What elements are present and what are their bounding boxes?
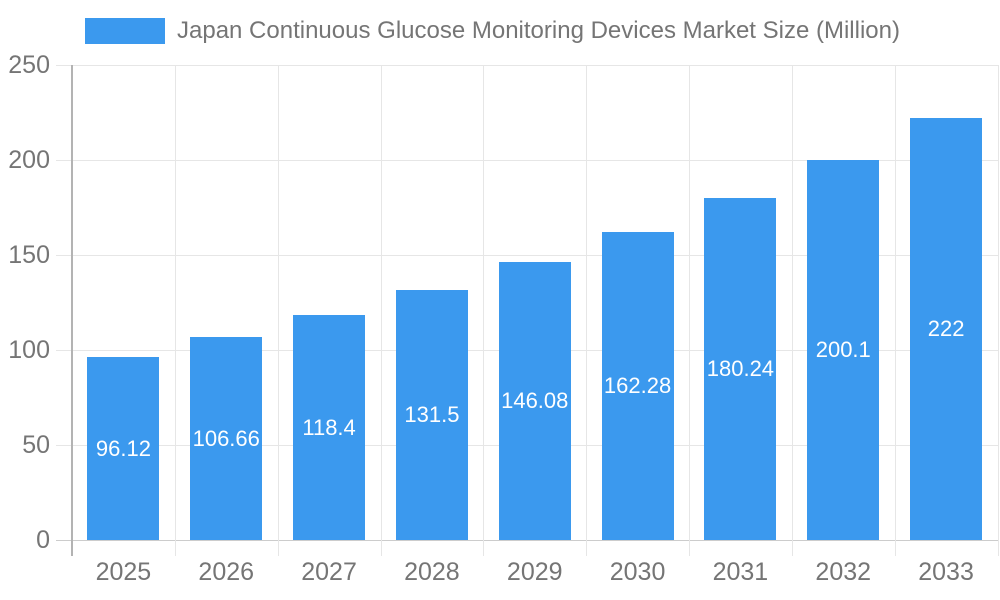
- bar[interactable]: 106.66: [190, 337, 263, 540]
- x-axis-tick-label: 2031: [712, 558, 769, 586]
- gridline-horizontal: [56, 65, 998, 66]
- x-axis-tick-label: 2028: [404, 558, 460, 586]
- gridline-vertical: [894, 65, 896, 556]
- gridline-vertical: [997, 65, 999, 556]
- bar[interactable]: 180.24: [704, 197, 777, 540]
- bar-value-label: 162.28: [603, 372, 672, 398]
- gridline-vertical: [483, 65, 485, 556]
- gridline-horizontal: [56, 160, 998, 161]
- y-axis-tick-label: 250: [8, 50, 50, 79]
- x-axis-tick-label: 2032: [815, 558, 872, 586]
- x-axis-tick-label: 2033: [918, 558, 974, 586]
- gridline-vertical: [380, 65, 382, 556]
- bar-value-label: 118.4: [302, 414, 356, 440]
- bar[interactable]: 162.28: [601, 231, 674, 540]
- y-axis-tick-label: 50: [22, 430, 50, 459]
- y-axis-tick-label: 150: [8, 240, 50, 269]
- bar-value-label: 146.08: [501, 388, 569, 414]
- gridline-vertical: [174, 65, 176, 556]
- chart-title: Japan Continuous Glucose Monitoring Devi…: [177, 17, 900, 44]
- bar-value-label: 200.1: [815, 336, 871, 362]
- gridline-vertical: [586, 65, 588, 556]
- gridline-vertical: [791, 65, 793, 556]
- x-axis-tick-label: 2030: [609, 558, 666, 586]
- bar-value-label: 180.24: [706, 355, 775, 381]
- gridline-vertical: [277, 65, 279, 556]
- bar[interactable]: 118.4: [293, 315, 366, 540]
- bar[interactable]: 96.12: [87, 357, 160, 540]
- bar-value-label: 131.5: [404, 402, 460, 428]
- gridline-vertical: [689, 65, 690, 556]
- legend-swatch: [85, 18, 165, 44]
- bar[interactable]: 200.1: [807, 159, 880, 540]
- bar[interactable]: 131.5: [395, 290, 468, 540]
- x-axis-tick-label: 2027: [301, 558, 357, 586]
- x-axis-tick-label: 2026: [198, 558, 255, 586]
- gridline-horizontal: [56, 255, 998, 256]
- x-axis-tick-label: 2029: [506, 558, 563, 586]
- gridline-horizontal: [56, 540, 998, 541]
- bar[interactable]: 146.08: [498, 262, 571, 540]
- bar-value-label: 222: [927, 316, 965, 342]
- x-axis-tick-label: 2025: [95, 558, 152, 586]
- bar-value-label: 106.66: [192, 425, 260, 451]
- y-axis-line: [71, 65, 73, 556]
- bar-value-label: 96.12: [95, 435, 151, 461]
- legend[interactable]: Japan Continuous Glucose Monitoring Devi…: [85, 18, 900, 44]
- y-axis-tick-label: 0: [36, 525, 50, 554]
- y-axis-tick-label: 200: [8, 145, 50, 174]
- y-axis-tick-label: 100: [8, 335, 50, 364]
- bar[interactable]: 222: [910, 118, 983, 540]
